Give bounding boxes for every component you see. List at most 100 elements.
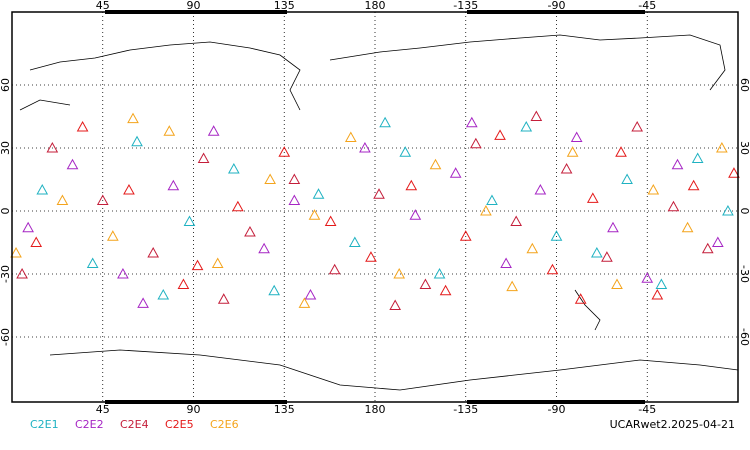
y-tick-label: 0 [0,208,12,215]
triangle-point [574,293,587,304]
dataset-label: UCARwet2.2025-04-21 [610,418,735,431]
triangle-point [183,215,196,226]
triangle-point [30,236,43,247]
triangle-point [56,194,69,205]
triangle-point [409,209,422,220]
triangle-point [641,272,654,283]
triangle-point [373,188,385,199]
y-tick-label: 30 [738,141,750,155]
legend-entry: C2E1 [30,418,59,431]
triangle-point [405,179,418,191]
triangle-point [486,194,498,205]
triangle-point [304,288,317,300]
triangle-point [163,125,176,136]
triangle-point [379,116,391,128]
triangle-point [117,267,129,279]
x-tick-label: -45 [638,0,656,12]
triangle-point [312,188,325,199]
triangle-point [459,230,472,241]
triangle-point [728,167,740,178]
x-tick-label: 90 [187,403,201,416]
grid [12,12,738,402]
triangle-point [691,152,704,163]
y-tick-label: 60 [738,78,750,92]
triangle-point [16,267,28,279]
triangle-point [298,297,311,308]
y-tick-label: 30 [0,141,12,155]
triangle-point [722,204,734,216]
triangle-point [324,215,337,226]
triangle-point [211,257,224,268]
triangle-point [687,179,700,191]
points [10,110,740,310]
triangle-point [106,230,119,241]
triangle-point [359,141,371,153]
triangle-point [393,267,406,279]
triangle-point [157,288,170,300]
triangle-point [469,137,482,149]
triangle-point [191,259,204,271]
triangle-point [465,116,478,128]
triangle-point [66,158,79,170]
triangle-point [520,120,533,132]
triangle-point [36,183,49,195]
triangle-point [560,162,573,174]
x-tick-label: 90 [187,0,201,12]
y-tick-label: -30 [738,265,750,283]
triangle-point [399,146,412,157]
y-tick-label: 0 [738,208,750,215]
x-tick-label: 135 [274,0,295,12]
x-tick-label: 45 [96,0,110,12]
triangle-point [601,251,613,262]
triangle-point [621,173,633,184]
triangle-point [506,280,518,292]
triangle-point [123,183,135,195]
legend-entry: C2E5 [165,418,194,431]
triangle-point [10,246,22,258]
triangle-point [131,135,143,147]
triangle-point [586,192,599,203]
x-tick-label: 135 [274,403,295,416]
triangle-point [671,158,684,170]
triangle-point [328,263,341,275]
triangle-point [288,194,301,205]
triangle-point [207,125,220,136]
y-tick-label: -30 [0,265,12,283]
triangle-point [96,194,109,205]
triangle-point [76,120,89,132]
triangle-point [365,251,377,262]
legend-entry: C2E6 [210,418,239,431]
x-tick-label: -135 [453,403,478,416]
triangle-point [344,131,357,142]
triangle-point [566,146,579,157]
triangle-point [86,257,99,268]
triangle-point [611,278,623,289]
triangle-point [433,267,446,279]
triangle-point [550,230,563,241]
triangle-point [701,242,714,254]
triangle-point [177,278,190,289]
triangle-point [631,120,644,132]
triangle-point [147,246,160,258]
x-tick-label: -135 [453,0,478,12]
triangle-point [227,162,240,174]
triangle-point [46,141,59,153]
triangle-point [480,204,492,216]
map-frame [11,11,739,403]
x-tick-label: -45 [638,403,656,416]
triangle-point [681,221,694,233]
triangle-point [22,221,34,233]
x-tick-label: 45 [96,403,110,416]
y-tick-label: -60 [0,328,12,346]
triangle-point [711,236,724,247]
triangle-point [651,288,664,300]
triangle-point [530,110,543,121]
triangle-point [389,299,402,310]
triangle-point [268,284,281,296]
triangle-point [244,225,256,237]
x-tick-label: -90 [548,0,566,12]
triangle-point [526,242,539,254]
x-tick-label: 180 [365,0,386,12]
triangle-point [494,129,506,140]
